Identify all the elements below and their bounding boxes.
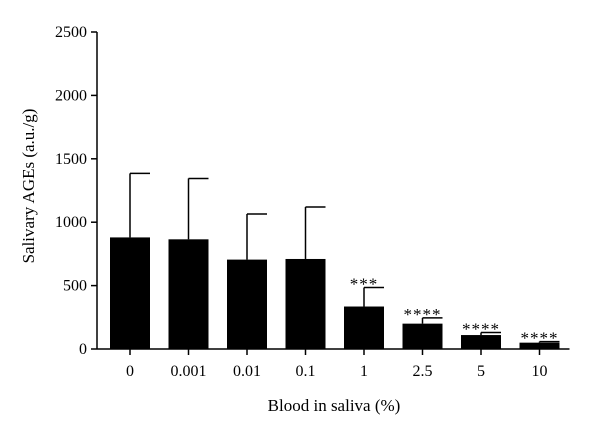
x-tick-label: 0.1 [296, 363, 316, 380]
y-tick-label: 1500 [55, 151, 87, 168]
y-tick-label: 2000 [55, 87, 87, 104]
y-axis: 0 500 1000 1500 2000 2500 [55, 24, 98, 358]
y-tick-label: 1000 [55, 214, 87, 231]
significance-annotations: *********** **** [350, 275, 559, 348]
bar [519, 342, 560, 349]
significance-stars: **** [462, 320, 500, 339]
x-tick-label: 0.01 [233, 363, 261, 380]
bar [227, 259, 267, 349]
error-bars [129, 172, 560, 343]
bar [285, 258, 326, 349]
bars [110, 237, 560, 349]
y-tick-label: 500 [63, 278, 87, 295]
bar [402, 323, 443, 349]
x-axis: 0 0.001 0.01 0.1 1 2.5 5 10 [97, 348, 570, 380]
significance-stars: **** [521, 329, 559, 348]
bar [110, 237, 150, 349]
bar [168, 239, 209, 349]
x-tick-label: 2.5 [413, 363, 433, 380]
y-tick-label: 2500 [55, 24, 87, 41]
bar [344, 306, 384, 349]
y-axis-label: Salivary AGEs (a.u./g) [19, 109, 38, 264]
x-tick-label: 0 [126, 363, 134, 380]
y-tick-label: 0 [79, 341, 87, 358]
x-tick-label: 1 [360, 363, 368, 380]
significance-stars: *** [350, 275, 379, 294]
x-tick-label: 10 [532, 363, 548, 380]
x-tick-label: 0.001 [171, 363, 207, 380]
x-tick-label: 5 [477, 363, 485, 380]
significance-stars: **** [404, 305, 442, 324]
bar [461, 335, 501, 349]
x-axis-label: Blood in saliva (%) [268, 396, 401, 415]
